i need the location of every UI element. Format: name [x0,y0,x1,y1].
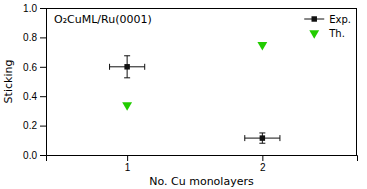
y-error-cap [124,77,130,78]
y-axis-tick-label: 0.4 [23,91,37,102]
legend-label: Exp. [329,14,351,25]
point [122,102,132,111]
annotation: O₂CuML/Ru(0001) [54,13,152,26]
legend-symbol [309,30,319,39]
series [122,42,267,111]
y-error-cap [259,143,265,144]
y-axis-tick: 0.6 [23,62,46,73]
x-axis-line [47,156,358,162]
y-axis-tick-mark [40,96,46,97]
y-axis-tick: 0.0 [23,150,46,161]
y-axis-tick: 0.8 [23,32,46,43]
y-error-cap [259,132,265,133]
x-axis-tick-mark [127,155,128,161]
frame [356,8,357,155]
y-axis: 0.0 0.2 0.4 0.6 0.8 1.0 [23,3,46,161]
legend-entry: Th. [309,28,345,39]
y-axis-tick-mark [40,126,46,127]
y-axis-tick-mark [40,37,46,38]
x-axis-tick-label: 2 [260,162,266,173]
point [124,64,129,69]
point [260,135,265,140]
point [257,42,267,51]
y-axis-tick-label: 0.0 [23,150,37,161]
chart: 120.00.20.40.60.81.0No. Cu monolayersSti… [0,0,367,189]
x-axis-tick: 1 [125,155,131,173]
x-axis-tick-label: 1 [125,162,131,173]
x-error-cap [279,135,280,141]
plot-area [110,42,280,143]
y-axis-tick-label: 0.6 [23,62,37,73]
legend: Exp. Th. [304,14,351,39]
x-axis-tick-mark [262,155,263,161]
legend-symbol [311,16,316,21]
y-axis-tick-label: 0.8 [23,32,37,43]
legend-entry: Exp. [304,14,351,25]
legend-label: Th. [328,28,345,39]
y-axis-tick-mark [40,8,46,9]
x-error-cap [109,64,110,70]
y-axis-tick-label: 0.2 [23,120,37,131]
series [110,56,280,143]
y-axis-tick: 1.0 [23,3,46,14]
x-axis-tick: 2 [260,155,266,173]
x-error-cap [144,64,145,70]
frame [46,8,357,9]
y-axis-tick: 0.4 [23,91,46,102]
x-axis: 12 [47,155,358,173]
y-axis-tick-mark [40,67,46,68]
y-axis-title: Sticking [2,60,15,104]
x-axis-title: No. Cu monolayers [149,175,254,188]
y-axis-tick-label: 1.0 [23,3,37,14]
y-axis-tick: 0.2 [23,120,46,131]
x-error-cap [244,135,245,141]
y-error-cap [124,55,130,56]
y-axis-line [40,9,47,156]
y-axis-tick-mark [40,155,46,156]
